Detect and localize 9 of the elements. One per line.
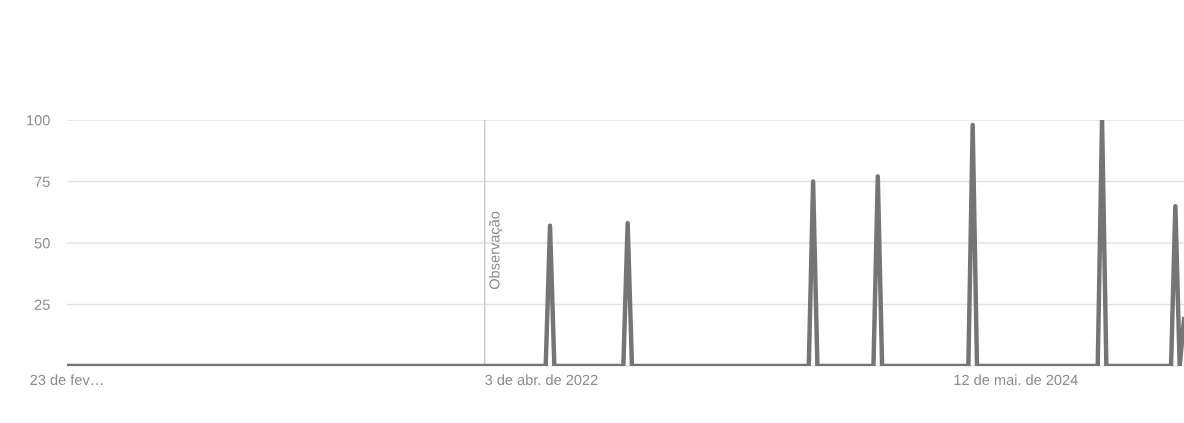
ref-line-label: Observação (488, 211, 503, 290)
y-tick-label: 100 (27, 115, 50, 126)
x-tick-label: 23 de fev… (30, 374, 103, 386)
line-series (67, 120, 1184, 366)
x-tick-label: 12 de mai. de 2024 (954, 374, 1078, 386)
x-tick-label: 3 de abr. de 2022 (485, 374, 598, 386)
y-tick-label: 75 (34, 176, 50, 187)
y-tick-label: 25 (34, 299, 50, 310)
y-tick-label: 50 (34, 238, 50, 249)
